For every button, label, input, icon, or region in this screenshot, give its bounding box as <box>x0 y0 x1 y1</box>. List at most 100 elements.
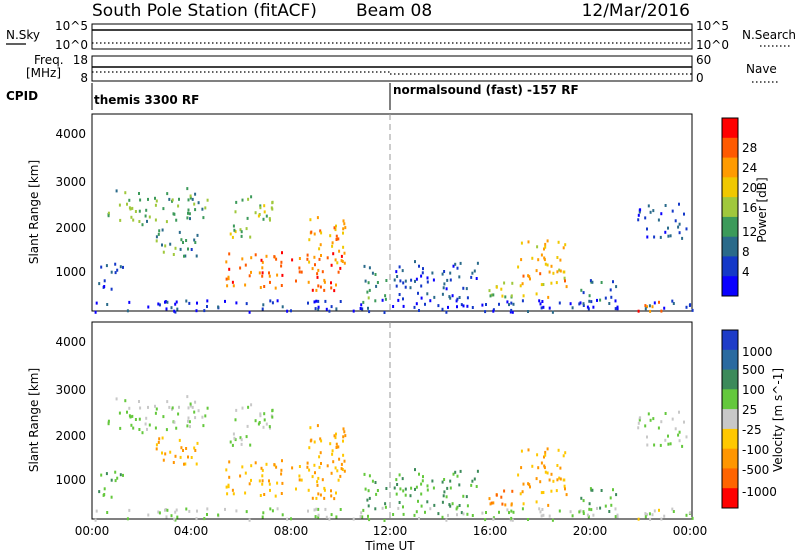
velocity-cell <box>259 412 262 416</box>
power-cell <box>338 249 341 253</box>
velocity-cell <box>529 485 531 489</box>
velocity-cell <box>107 419 110 423</box>
power-cbar-label: Power [dB] <box>755 177 769 242</box>
velocity-cell <box>268 482 271 486</box>
power-cell <box>424 302 426 306</box>
velocity-cell <box>426 488 429 492</box>
power-cell <box>367 296 370 300</box>
power-cell <box>614 307 617 311</box>
velocity-cell <box>319 451 322 455</box>
velocity-cell <box>138 400 140 403</box>
power-cell <box>271 201 274 205</box>
power-cell <box>244 283 247 287</box>
velocity-cell <box>162 458 165 462</box>
velocity-cell <box>341 468 344 471</box>
power-cell <box>539 272 542 276</box>
power-cell <box>317 305 320 309</box>
velocity-cell <box>261 474 264 478</box>
velocity-cell <box>339 474 342 478</box>
power-cell <box>131 206 134 210</box>
velocity-cell <box>202 424 205 428</box>
power-cell <box>155 239 158 243</box>
velocity-cell <box>433 503 436 507</box>
power-cell <box>145 208 148 212</box>
power-cell <box>261 266 264 270</box>
vel-cbar-25: 25 <box>742 403 757 417</box>
power-cell <box>644 216 647 220</box>
velocity-cell <box>193 410 196 414</box>
power-cell <box>280 260 283 264</box>
power-cell <box>420 296 423 300</box>
velocity-cell <box>154 411 157 415</box>
velocity-cell <box>571 514 574 518</box>
power-cell <box>328 309 331 313</box>
power-cell <box>599 298 602 302</box>
power-cell <box>107 214 110 218</box>
power-cell <box>384 294 387 298</box>
power-cell <box>371 271 374 275</box>
velocity-cell <box>343 469 346 473</box>
power-cell <box>563 276 566 280</box>
power-cell <box>685 305 688 309</box>
velocity-cell <box>366 498 369 502</box>
power-cell <box>409 286 412 290</box>
power-cell <box>418 264 420 268</box>
velocity-cell <box>190 456 193 459</box>
nsky-strip-frame <box>91 23 693 50</box>
power-cell <box>169 242 172 246</box>
cpid-left-text: themis 3300 RF <box>94 93 199 107</box>
colorbar-swatch <box>722 428 738 450</box>
velocity-cell <box>637 421 640 425</box>
velocity-cell <box>232 432 235 436</box>
power-cell <box>521 282 524 286</box>
velocity-cell <box>508 511 510 515</box>
power-cell <box>115 189 118 193</box>
power-cell <box>128 206 131 210</box>
velocity-cell <box>203 517 206 521</box>
power-cell <box>550 281 553 285</box>
power-cell <box>339 266 342 270</box>
velocity-cell <box>396 483 399 486</box>
velocity-cell <box>604 504 607 508</box>
velocity-cell <box>563 484 566 488</box>
power-cell <box>637 309 640 313</box>
velocity-cell <box>114 479 117 483</box>
power-cell <box>485 303 487 306</box>
velocity-cell <box>174 518 177 522</box>
power-cell <box>402 281 405 285</box>
power-cell <box>522 294 525 298</box>
velocity-cell <box>503 489 506 493</box>
velocity-cell <box>126 517 129 521</box>
velocity-cell <box>504 503 507 507</box>
velocity-cell <box>582 510 585 514</box>
velocity-cell <box>313 508 316 512</box>
power-cell <box>462 286 465 290</box>
velocity-cell <box>321 478 324 482</box>
power-panel-frame <box>91 113 693 312</box>
power-cell <box>195 254 198 258</box>
velocity-cell <box>544 470 547 474</box>
power-cell <box>119 265 122 269</box>
velocity-cell <box>671 417 674 421</box>
velocity-cell <box>462 512 465 516</box>
power-cell <box>540 306 543 310</box>
velocity-cell <box>132 426 135 430</box>
velocity-cell <box>257 422 260 426</box>
power-cell <box>511 281 514 285</box>
velocity-cell <box>552 479 555 483</box>
velocity-cell <box>555 489 558 493</box>
power-cell <box>542 305 545 309</box>
power-cell <box>460 303 463 307</box>
power-cell <box>677 225 680 229</box>
velocity-cell <box>685 513 688 517</box>
nsearch-tick-bottom: 10^0 <box>696 38 729 52</box>
velocity-cell <box>492 501 495 505</box>
velocity-cell <box>155 443 158 447</box>
power-cell <box>506 300 509 304</box>
power-ytick-2000: 2000 <box>55 221 86 235</box>
velocity-cell <box>317 515 320 519</box>
velocity-cell <box>360 511 363 515</box>
power-cell <box>335 283 337 287</box>
velocity-cell <box>527 448 530 452</box>
power-cell <box>375 284 378 288</box>
